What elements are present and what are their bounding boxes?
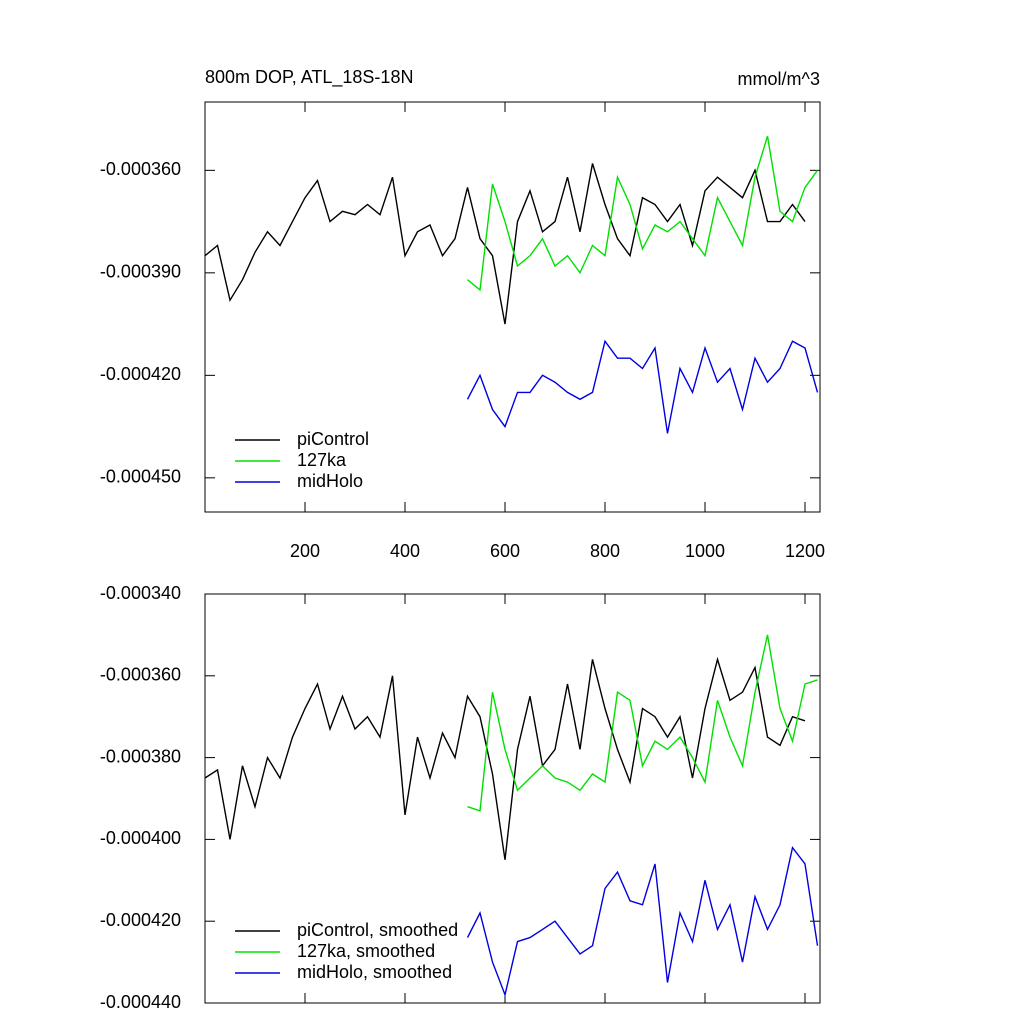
series-line	[466, 845, 819, 998]
series-line	[204, 163, 806, 325]
x-tick-label: 1200	[785, 541, 825, 561]
legend-label: midHolo	[297, 471, 363, 491]
y-tick-label: -0.000360	[100, 665, 181, 685]
plot-frame	[204, 101, 821, 513]
legend-label: piControl, smoothed	[297, 920, 458, 940]
y-tick-label: -0.000400	[100, 828, 181, 848]
y-tick-label: -0.000360	[100, 159, 181, 179]
x-tick-label: 600	[490, 541, 520, 561]
series-line	[204, 656, 806, 860]
y-tick-label: -0.000420	[100, 910, 181, 930]
x-tick-label: 800	[590, 541, 620, 561]
y-tick-label: -0.000340	[100, 583, 181, 603]
legend-label: 127ka, smoothed	[297, 941, 435, 961]
x-tick-label: 200	[290, 541, 320, 561]
series-line	[467, 135, 819, 292]
y-tick-label: -0.000450	[100, 467, 181, 487]
series-line	[467, 634, 818, 812]
y-tick-label: -0.000380	[100, 746, 181, 766]
series-line	[466, 339, 819, 434]
x-tick-label: 1000	[685, 541, 725, 561]
y-tick-label: -0.000390	[100, 262, 181, 282]
y-tick-label: -0.000420	[100, 364, 181, 384]
legend-label: 127ka	[297, 450, 347, 470]
y-tick-label: -0.000440	[100, 992, 181, 1012]
x-tick-label: 400	[390, 541, 420, 561]
legend-label: midHolo, smoothed	[297, 962, 452, 982]
plot-frame	[204, 593, 821, 1004]
units-label: mmol/m^3	[738, 69, 820, 89]
legend-label: piControl	[297, 429, 369, 449]
chart-title: 800m DOP, ATL_18S-18N	[205, 67, 413, 88]
